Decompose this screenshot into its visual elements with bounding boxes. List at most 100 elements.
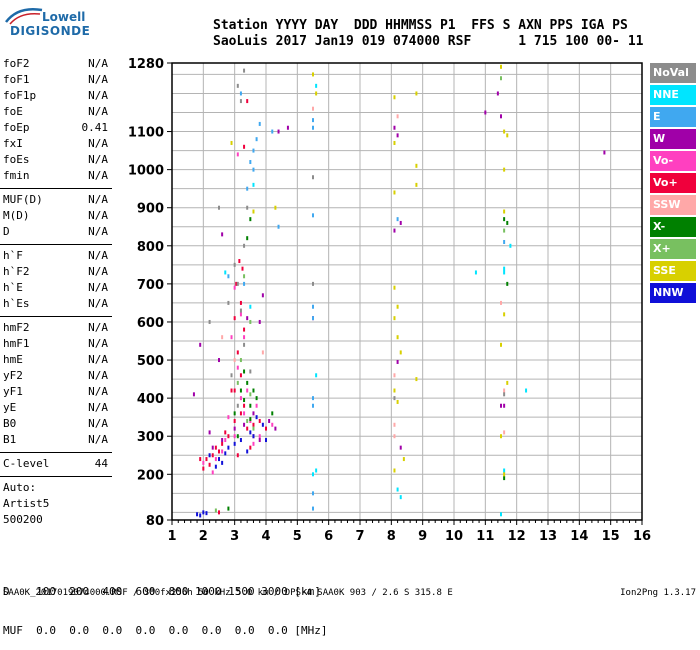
data-point [218, 510, 220, 515]
data-point [224, 270, 227, 275]
data-point [214, 464, 217, 469]
data-point [199, 457, 202, 462]
data-point [503, 167, 506, 172]
data-point [208, 319, 211, 324]
data-point [236, 434, 239, 439]
data-point [239, 308, 242, 313]
x-tick-label: 9 [418, 529, 427, 544]
param-name: yF2 [3, 369, 23, 382]
data-point [271, 129, 274, 134]
data-point [230, 388, 233, 393]
data-point [286, 125, 289, 130]
param-value: N/A [88, 369, 108, 382]
x-tick-label: 16 [633, 529, 651, 544]
data-point [252, 426, 255, 431]
data-point [214, 457, 217, 462]
data-point [243, 335, 246, 340]
data-point [415, 182, 418, 187]
param-name: foE [3, 105, 23, 118]
data-point [227, 415, 230, 420]
data-point [246, 205, 249, 210]
data-point [233, 262, 236, 267]
y-tick-label: 1280 [128, 57, 164, 72]
data-point [221, 449, 224, 454]
data-point [243, 369, 246, 374]
y-tick-label: 900 [137, 202, 164, 217]
param-row: hmF2 N/A [0, 320, 112, 336]
y-tick-label: 80 [146, 514, 164, 529]
data-point [509, 243, 512, 248]
data-point [233, 434, 236, 439]
data-point [236, 453, 239, 458]
data-point [312, 506, 314, 511]
param-row: yF1 N/A [0, 384, 112, 400]
data-point [233, 358, 236, 363]
data-point [396, 114, 399, 119]
data-point [252, 434, 255, 439]
data-point [192, 392, 195, 397]
data-point [312, 316, 314, 321]
data-point [393, 125, 396, 130]
data-point [233, 426, 236, 431]
param-value: N/A [88, 265, 108, 278]
data-point [205, 457, 208, 462]
y-tick-label: 1100 [128, 126, 164, 141]
data-point [396, 487, 399, 492]
x-tick-label: 10 [445, 529, 463, 544]
data-point [393, 316, 396, 321]
data-point [500, 300, 502, 305]
data-point [221, 232, 224, 237]
data-point [218, 457, 220, 462]
data-point [312, 72, 314, 77]
param-name: foEp [3, 121, 30, 134]
param-value: N/A [88, 401, 108, 414]
data-point [239, 411, 242, 416]
data-point [239, 300, 242, 305]
data-point [246, 186, 249, 191]
data-point [238, 259, 241, 264]
data-point [312, 403, 314, 408]
data-point [274, 205, 277, 210]
y-tick-label: 200 [137, 468, 164, 483]
param-value: N/A [88, 193, 108, 206]
distance-muf-table: D 100 200 400 600 800 1000 1500 3000 [km… [3, 559, 328, 650]
data-point [396, 399, 399, 404]
data-point [474, 270, 477, 275]
legend-entry-vo-: Vo- [650, 151, 696, 171]
param-row: D N/A [0, 224, 112, 240]
data-point [271, 422, 274, 427]
data-point [261, 422, 264, 427]
param-name: B0 [3, 417, 17, 430]
data-point [396, 304, 399, 309]
ionogram-chart: 1 2 3 4 5 6 7 8 9 10 11 12 13 14 15 1680200300400500600… [128, 57, 651, 544]
data-point [252, 388, 255, 393]
data-point [249, 160, 252, 165]
x-tick-label: 8 [387, 529, 396, 544]
data-point [500, 76, 502, 81]
data-point [506, 133, 509, 138]
data-point [243, 281, 246, 286]
lowell-digisonde-logo: Lowell DIGISONDE [4, 4, 124, 48]
param-value: N/A [88, 417, 108, 430]
data-point [230, 373, 233, 378]
param-row: h`Es N/A [0, 296, 112, 312]
data-point [396, 217, 399, 222]
data-point [224, 438, 227, 443]
header-values: SaoLuis 2017 Jan19 019 074000 RSF 1 715 … [213, 34, 644, 49]
legend-entry-x-: X+ [650, 239, 696, 259]
header-labels: Station YYYY DAY DDD HHMMSS P1 FFS S AXN… [213, 18, 628, 33]
data-point [243, 342, 246, 347]
data-point [221, 460, 224, 465]
data-point [246, 418, 249, 423]
data-point [227, 506, 230, 511]
data-point [243, 243, 246, 248]
data-point [415, 163, 418, 168]
param-value: N/A [88, 297, 108, 310]
data-point [236, 350, 239, 355]
x-tick-label: 5 [293, 529, 302, 544]
data-point [230, 140, 233, 145]
data-point [252, 209, 255, 214]
data-point [312, 175, 314, 180]
param-row: fmin N/A [0, 168, 112, 184]
param-name: hmE [3, 353, 23, 366]
